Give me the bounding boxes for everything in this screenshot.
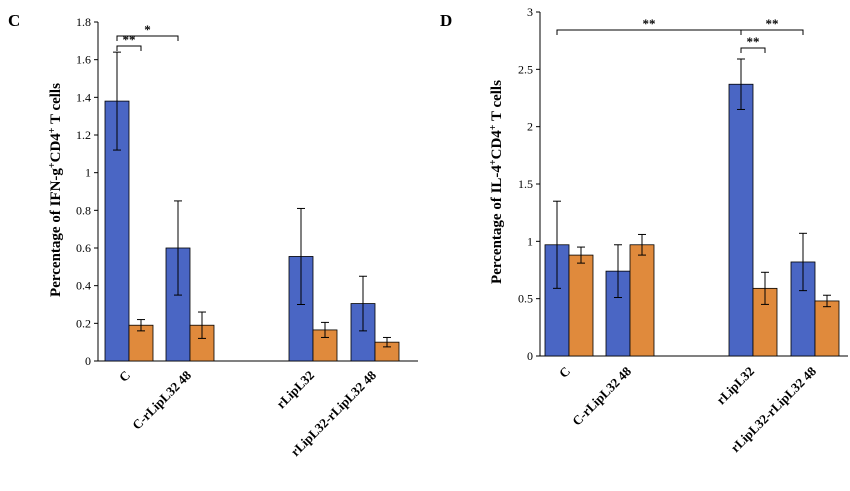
y-tick-label: 2.5 — [518, 62, 533, 76]
significance-label: ** — [766, 16, 779, 31]
y-tick-label: 0.6 — [76, 241, 91, 255]
x-category-label: rLipL32 — [273, 368, 317, 412]
y-tick-label: 1 — [527, 234, 533, 248]
y-tick-label: 0 — [85, 354, 91, 368]
y-tick-label: 1.6 — [76, 53, 91, 67]
bar-blue — [728, 83, 754, 357]
significance-bracket — [740, 47, 766, 53]
y-tick-label: 0.4 — [76, 279, 91, 293]
bar-orange — [568, 254, 594, 357]
panel-letter: C — [8, 11, 20, 30]
x-category-label: C-rLipL32 48 — [569, 363, 634, 428]
panel-letter: D — [440, 11, 452, 30]
bar-orange — [629, 244, 655, 357]
x-category-label: C — [556, 364, 573, 381]
y-tick-label: 0.2 — [76, 316, 91, 330]
y-tick-label: 1.5 — [518, 177, 533, 191]
y-tick-label: 0.5 — [518, 292, 533, 306]
significance-bracket — [116, 35, 179, 41]
y-tick-label: 1 — [85, 166, 91, 180]
x-category-label: C — [116, 368, 133, 385]
y-tick-label: 1.4 — [76, 90, 91, 104]
y-axis-title: Percentage of IL-4+CD4+ T cells — [488, 80, 506, 284]
significance-bracket — [740, 29, 804, 35]
x-category-label: rLipL32 — [713, 364, 757, 408]
y-tick-label: 1.8 — [76, 15, 91, 29]
significance-label: ** — [643, 16, 656, 31]
significance-label: ** — [747, 34, 760, 49]
y-tick-label: 0.8 — [76, 203, 91, 217]
panel-c: C Percentage of IFN-g+CD4+ T cells 0 0.2 0.4… — [8, 11, 418, 459]
x-category-label: C-rLipL32 48 — [129, 367, 194, 432]
y-axis-title: Percentage of IFN-g+CD4+ T cells — [47, 83, 65, 297]
bar-orange — [814, 300, 840, 357]
y-tick-label: 0 — [527, 349, 533, 363]
panel-d: D Percentage of IL-4+CD4+ T cells 0 0.5 1 1.5… — [440, 5, 848, 455]
significance-bracket — [116, 45, 142, 51]
significance-label: * — [144, 22, 151, 37]
y-tick-label: 2 — [527, 120, 533, 134]
y-tick-label: 1.2 — [76, 128, 91, 142]
y-tick-label: 3 — [527, 5, 533, 19]
significance-label: ** — [123, 32, 136, 47]
